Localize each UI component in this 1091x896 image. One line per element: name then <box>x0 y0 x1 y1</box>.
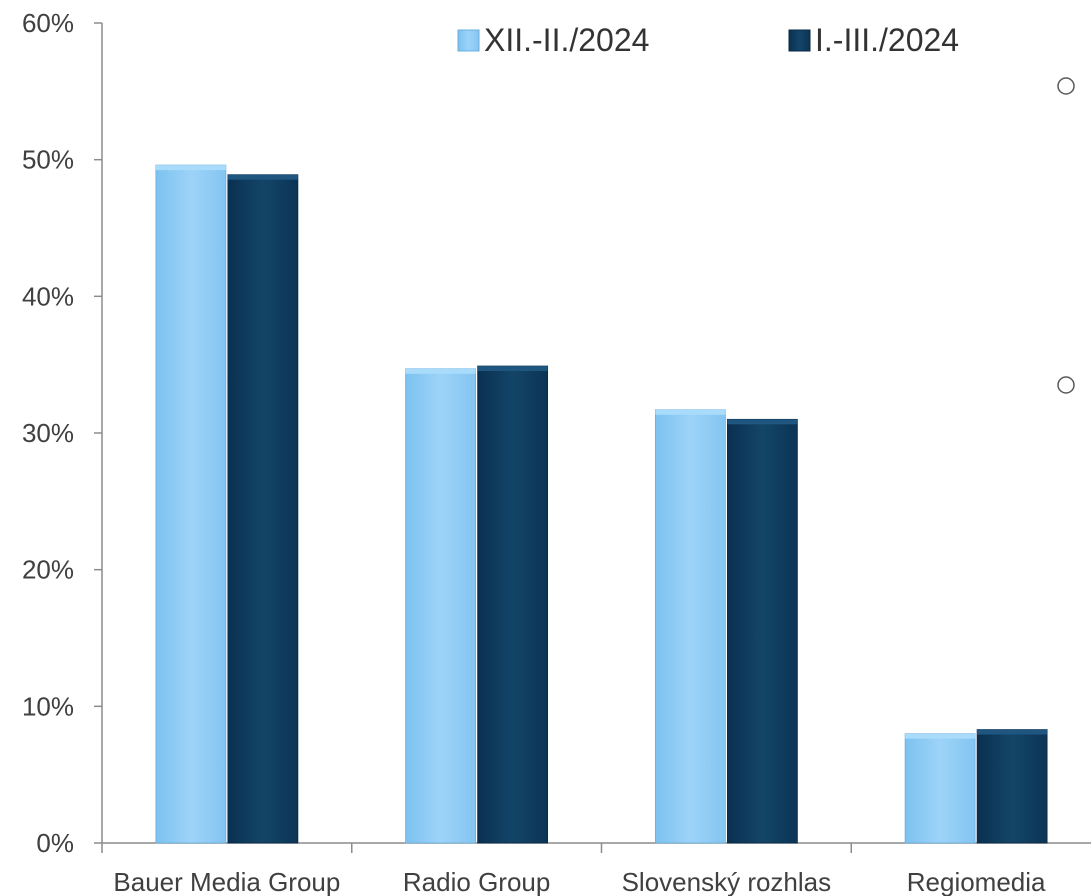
bar-top-bevel <box>655 409 726 415</box>
y-tick-label: 10% <box>22 691 74 721</box>
category-label: Slovenský rozhlas <box>622 867 832 896</box>
bar-series-1 <box>405 368 477 844</box>
legend: XII.-II./2024 I.-III./2024 <box>457 22 959 58</box>
bar-top-bevel <box>905 733 976 739</box>
category-label: Regiomedia <box>907 867 1046 896</box>
y-tick-label: 20% <box>22 555 74 585</box>
bar-top-bevel <box>477 366 548 372</box>
bars <box>155 164 1048 844</box>
category-label: Bauer Media Group <box>113 867 340 896</box>
y-tick-label: 50% <box>22 145 74 175</box>
marker-circle <box>1057 376 1075 394</box>
bar-series-2 <box>227 174 299 844</box>
bar-top-bevel <box>155 165 226 171</box>
x-ticks <box>101 843 852 853</box>
bar-top-bevel <box>227 174 298 180</box>
y-tick-label: 60% <box>22 8 74 38</box>
bar-top-bevel <box>727 419 798 425</box>
bar-series-1 <box>654 409 726 844</box>
y-tick-label: 40% <box>22 281 74 311</box>
category-labels: Bauer Media Group Radio Group Slovenský ro… <box>113 867 1046 896</box>
category-label: Radio Group <box>403 867 550 896</box>
marker-circle <box>1057 77 1075 95</box>
legend-swatch-dark <box>788 29 811 52</box>
legend-swatch-light <box>457 29 480 52</box>
y-tick-label: 0% <box>36 828 74 858</box>
bar-series-1 <box>155 164 227 844</box>
legend-label-series-1: XII.-II./2024 <box>484 22 649 58</box>
bar-series-1 <box>904 733 976 844</box>
stray-markers <box>1057 77 1075 394</box>
bar-top-bevel <box>977 729 1048 735</box>
legend-label-series-2: I.-III./2024 <box>815 22 959 58</box>
y-ticks: 0% 10% 20% 30% 40% 50% 60% <box>22 8 102 858</box>
bar-series-2 <box>976 729 1048 844</box>
bar-series-2 <box>726 418 798 844</box>
y-tick-label: 30% <box>22 418 74 448</box>
bar-top-bevel <box>405 368 476 374</box>
bar-series-2 <box>477 365 549 844</box>
